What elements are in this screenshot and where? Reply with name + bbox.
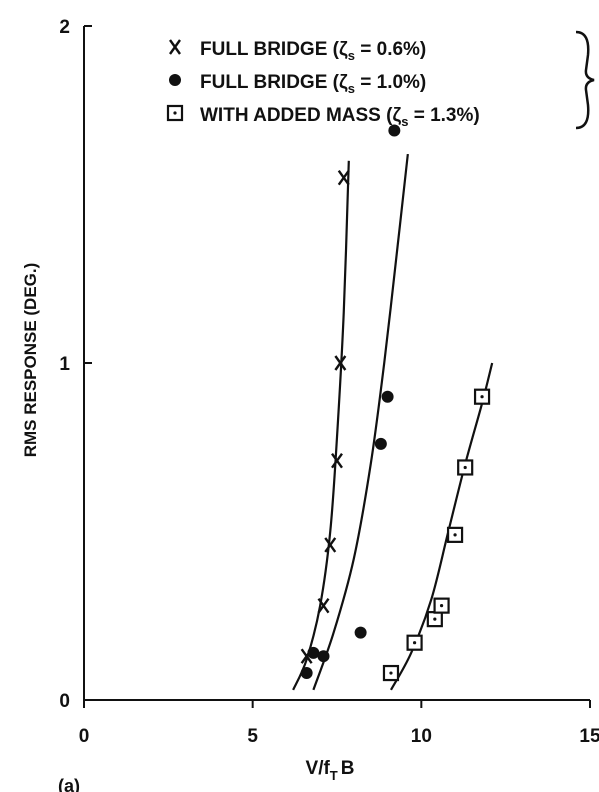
x-tick-label: 10 bbox=[411, 726, 432, 747]
x-axis-label-suffix: B bbox=[341, 758, 355, 779]
legend-brace bbox=[575, 30, 595, 130]
data-point-square bbox=[426, 611, 443, 628]
data-point-square bbox=[382, 664, 400, 682]
axes bbox=[83, 26, 590, 701]
x-axis-label-subscript: T bbox=[330, 768, 338, 783]
data-point-dot bbox=[317, 650, 330, 663]
legend-marker-x bbox=[169, 39, 181, 55]
data-point-dot bbox=[374, 437, 387, 450]
data-point-dot bbox=[388, 124, 401, 137]
legend-markers bbox=[166, 39, 184, 122]
data-point-x bbox=[334, 355, 347, 371]
y-axis-label: RMS RESPONSE (DEG.) bbox=[21, 263, 40, 458]
x-tick-label: 5 bbox=[247, 726, 258, 747]
legend: FULL BRIDGE (ζs = 0.6%) FULL BRIDGE (ζs … bbox=[166, 30, 595, 130]
data-point-x bbox=[331, 453, 343, 469]
legend-marker-dot bbox=[169, 74, 181, 86]
ticks: 0 5 10 15 0 1 2 bbox=[59, 17, 599, 747]
data-point-square bbox=[406, 634, 423, 651]
panel-label: (a) bbox=[58, 776, 80, 792]
legend-entry-1: FULL BRIDGE (ζs = 1.0%) bbox=[200, 72, 426, 96]
data-point-square bbox=[457, 459, 474, 476]
data-point-square bbox=[446, 526, 464, 543]
fit-curves bbox=[292, 153, 494, 691]
data-points bbox=[300, 124, 491, 682]
fit-curve-square bbox=[390, 362, 494, 691]
fit-curve-dot bbox=[312, 153, 409, 691]
data-point-x bbox=[324, 537, 337, 553]
data-point-x bbox=[317, 597, 330, 614]
data-point-dot bbox=[354, 626, 367, 639]
data-point-x bbox=[337, 169, 350, 186]
data-point-dot bbox=[307, 646, 320, 659]
data-point-dot bbox=[300, 667, 313, 680]
data-point-dot bbox=[381, 390, 394, 403]
legend-entry-0: FULL BRIDGE (ζs = 0.6%) bbox=[200, 39, 426, 63]
x-axis-label: V/fT B bbox=[306, 758, 355, 783]
y-tick-label: 0 bbox=[59, 691, 70, 712]
data-point-square bbox=[473, 388, 491, 405]
y-tick-label: 1 bbox=[59, 354, 70, 375]
x-tick-label: 0 bbox=[79, 726, 90, 747]
x-tick-label: 15 bbox=[579, 726, 599, 747]
data-point-square bbox=[433, 597, 450, 614]
legend-entry-2: WITH ADDED MASS (ζs = 1.3%) bbox=[200, 105, 480, 129]
legend-marker-square bbox=[166, 104, 184, 122]
y-tick-label: 2 bbox=[59, 17, 70, 38]
